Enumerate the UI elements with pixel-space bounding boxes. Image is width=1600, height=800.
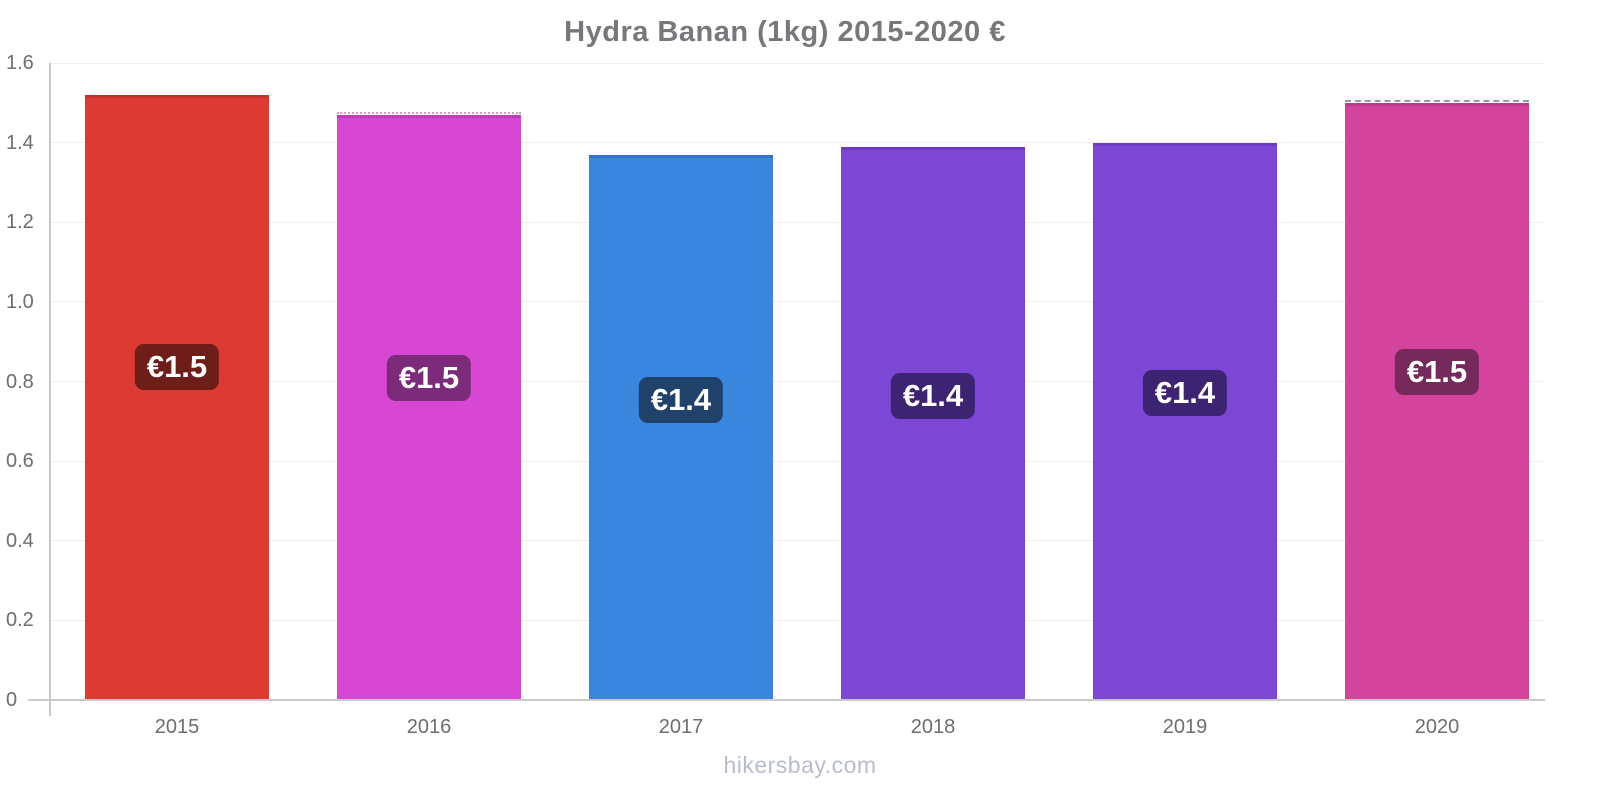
bar-value-badge: €1.4 [1142, 370, 1228, 417]
bar-top-cap [337, 114, 521, 118]
bar-top-cap [1093, 142, 1277, 146]
bar-2018 [841, 146, 1025, 700]
chart-title: Hydra Banan (1kg) 2015-2020 € [564, 16, 1006, 48]
y-axis-tick-label: 1.2 [6, 211, 34, 234]
x-axis-label-2018: 2018 [910, 716, 956, 738]
gridline [50, 62, 1545, 64]
bar-top-edge-dashed [1345, 99, 1529, 102]
gridline [50, 381, 1545, 382]
bar-2015 [85, 94, 269, 700]
y-axis-tick-label: 0.2 [6, 609, 34, 632]
y-axis-tick-label: 0.4 [6, 529, 34, 552]
y-axis-tick-label: 1.0 [6, 290, 34, 313]
gridline [50, 460, 1545, 462]
bar-top-cap [589, 154, 773, 158]
y-axis-tick-label: 1.6 [6, 52, 34, 74]
x-axis-label-2017: 2017 [658, 716, 704, 738]
x-axis-label-2020: 2020 [1414, 716, 1460, 738]
y-axis-tick-label: 0.6 [6, 450, 34, 473]
x-axis-label-2019: 2019 [1162, 716, 1208, 738]
bar-2019 [1093, 142, 1277, 700]
bar-value-badge: €1.5 [386, 355, 472, 402]
gridline [50, 619, 1545, 621]
bar-2017 [589, 154, 773, 700]
y-axis-line [49, 63, 51, 716]
bar-value-badge: €1.4 [638, 377, 724, 423]
bar-top-cap [841, 146, 1025, 150]
bar-top-cap [1345, 102, 1529, 106]
x-axis-label-2016: 2016 [406, 716, 452, 738]
x-axis-label-2015: 2015 [154, 716, 200, 738]
bar-value-badge: €1.4 [890, 372, 976, 419]
x-axis-line [28, 699, 1545, 701]
gridline [50, 142, 1545, 144]
gridline [50, 540, 1545, 542]
bar-top-edge-dotted [337, 111, 521, 114]
bar-value-badge: €1.5 [1394, 348, 1480, 395]
bar-2016 [337, 114, 521, 700]
bar-value-badge: €1.5 [134, 344, 220, 391]
gridline [50, 221, 1545, 223]
footer-brand: hikersbay.com [723, 752, 877, 778]
bar-top-cap [85, 94, 269, 98]
gridline [50, 301, 1545, 303]
y-axis-tick-label: 0 [6, 689, 18, 711]
bar-2020 [1345, 102, 1529, 700]
y-axis-tick-label: 1.4 [6, 131, 34, 154]
y-axis-tick-label: 0.8 [6, 370, 34, 393]
